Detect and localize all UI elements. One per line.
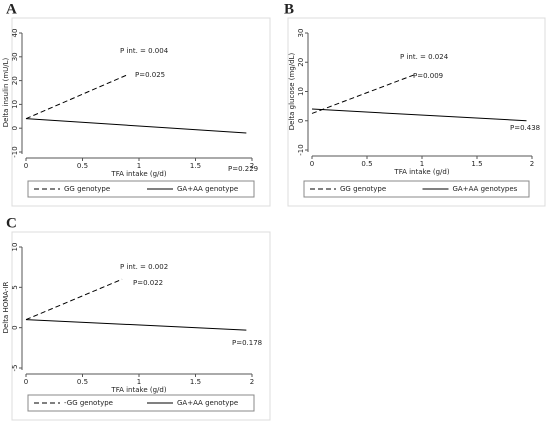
series-line	[25, 319, 247, 331]
x-tick-label: 1	[420, 160, 424, 168]
legend-label: GG genotype	[340, 185, 386, 193]
legend-label: GA+AA genotype	[177, 185, 238, 193]
y-axis-label: Delta glucose (mg/dL)	[288, 53, 296, 131]
panel-frame	[287, 17, 546, 207]
annotation: P=0.438	[510, 124, 540, 132]
panel-frame	[11, 231, 271, 421]
annotation: P=0.009	[413, 72, 443, 80]
series-line	[311, 73, 417, 114]
y-tick-label: 10	[11, 243, 19, 252]
y-tick-label: 20	[11, 76, 19, 85]
series-line	[311, 108, 527, 122]
y-tick-label: -10	[297, 144, 305, 155]
y-tick-label: -5	[11, 365, 19, 372]
legend-label: -GG genotype	[64, 399, 113, 407]
y-tick-label: 0	[11, 325, 19, 329]
y-tick-label: 20	[297, 58, 305, 67]
legend-box	[303, 180, 530, 198]
panel-letter: C	[6, 215, 17, 231]
annotation: P int. = 0.002	[120, 263, 168, 271]
y-tick-label: 5	[11, 285, 19, 289]
y-tick-label: 30	[297, 29, 305, 38]
x-tick-label: 1.5	[190, 162, 201, 170]
x-tick-label: 0	[24, 162, 28, 170]
x-tick-label: 1	[137, 162, 141, 170]
x-tick-label: 1	[137, 378, 141, 386]
x-tick-label: 2	[250, 162, 254, 170]
series-line	[25, 118, 247, 134]
annotation: P=0.022	[133, 279, 163, 287]
x-axis-label: TFA intake (g/d)	[110, 386, 166, 394]
x-tick-label: 2	[530, 160, 534, 168]
y-tick-label: 40	[11, 29, 19, 38]
legend-label: GG genotype	[64, 185, 110, 193]
x-tick-label: 0.5	[77, 162, 88, 170]
x-tick-label: 2	[250, 378, 254, 386]
x-tick-label: 1.5	[471, 160, 482, 168]
legend-label: GA+AA genotype	[177, 399, 238, 407]
x-axis-label: TFA intake (g/d)	[110, 170, 166, 178]
y-tick-label: -10	[11, 146, 19, 157]
panel-frame	[11, 17, 271, 207]
annotation: P=0.229	[228, 165, 258, 173]
y-tick-label: 0	[11, 126, 19, 130]
series-line	[25, 278, 123, 321]
x-tick-label: 1.5	[190, 378, 201, 386]
y-tick-label: 10	[11, 100, 19, 109]
y-tick-label: 10	[297, 87, 305, 96]
legend-box	[27, 394, 255, 412]
annotation: P=0.025	[135, 71, 165, 79]
x-axis-label: TFA intake (g/d)	[393, 168, 449, 176]
legend-box	[27, 180, 255, 198]
x-tick-label: 0.5	[361, 160, 372, 168]
x-tick-label: 0	[310, 160, 314, 168]
y-tick-label: 0	[297, 119, 305, 123]
x-tick-label: 0.5	[77, 378, 88, 386]
annotation: P=0.178	[232, 339, 262, 347]
annotation: P int. = 0.004	[120, 47, 169, 55]
x-tick-label: 0	[24, 378, 28, 386]
y-tick-label: 30	[11, 52, 19, 61]
y-axis-label: Delta HOMA-IR	[2, 281, 10, 333]
y-axis-label: Delta insulin (mU/L)	[2, 57, 10, 127]
series-line	[25, 74, 128, 120]
annotation: P int. = 0.024	[400, 53, 449, 61]
panel-letter: B	[284, 1, 294, 17]
legend-label: GA+AA genotypes	[453, 185, 518, 193]
panel-letter: A	[6, 1, 17, 17]
